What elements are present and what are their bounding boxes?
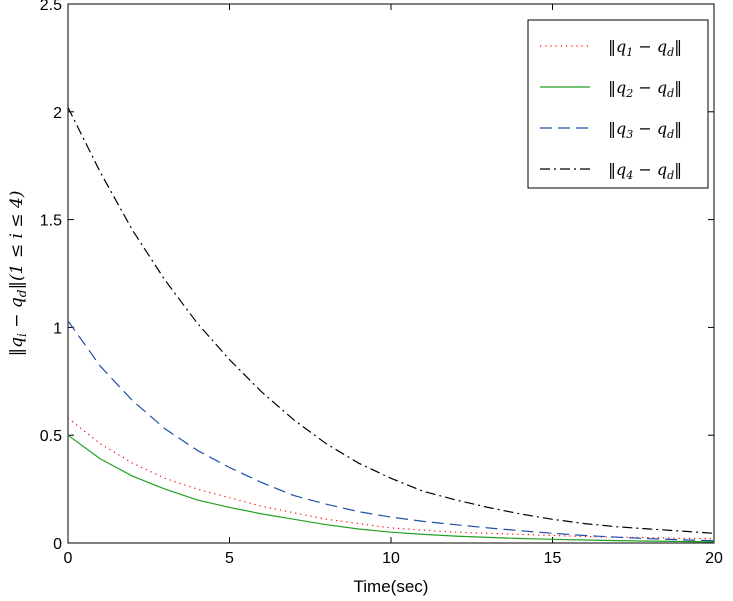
x-tick-label: 0 — [64, 550, 73, 567]
y-tick-label: 2.5 — [40, 0, 62, 14]
series-line-1 — [67, 417, 715, 540]
y-tick-label: 1.5 — [40, 213, 62, 230]
series-line-4 — [67, 107, 715, 534]
x-tick-label: 5 — [225, 550, 234, 567]
legend-entry-1: ‖q1 − qd‖ — [608, 37, 682, 59]
legend-box — [527, 19, 709, 189]
x-tick-label: 15 — [544, 550, 562, 567]
x-axis-label: Time(sec) — [354, 577, 429, 596]
y-axis-label-text: ‖qi − qd‖(1 ≤ i ≤ 4) — [7, 191, 29, 357]
y-tick-label: 0.5 — [40, 428, 62, 445]
legend-entry-3: ‖q3 − qd‖ — [608, 119, 682, 141]
series-line-3 — [67, 320, 715, 542]
y-tick-label: 1 — [53, 320, 62, 337]
y-tick-label: 0 — [53, 536, 62, 553]
y-axis-label: ‖qi − qd‖(1 ≤ i ≤ 4) — [7, 191, 29, 357]
y-tick-label: 2 — [53, 105, 62, 122]
x-tick-label: 10 — [382, 550, 400, 567]
legend-entry-2: ‖q2 − qd‖ — [608, 78, 682, 100]
series-line-2 — [67, 434, 715, 543]
plot-area: 0 5 10 15 20 0 0.5 1 1.5 2 2.5 — [40, 0, 723, 567]
x-tick-label: 20 — [705, 550, 723, 567]
legend: ‖q1 − qd‖ ‖q2 − qd‖ ‖q3 − qd‖ ‖q4 − qd‖ — [527, 19, 709, 189]
legend-entry-4: ‖q4 − qd‖ — [608, 160, 682, 182]
